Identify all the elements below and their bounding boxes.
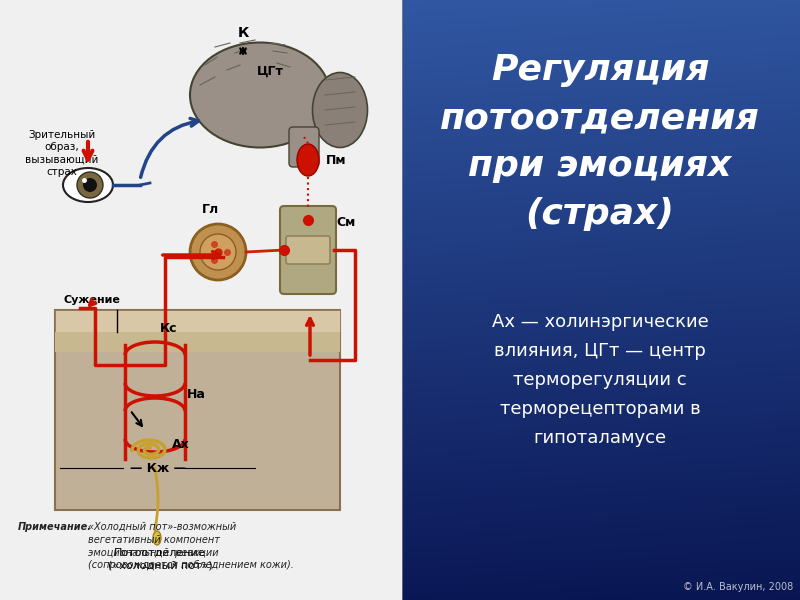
Text: Кс: Кс	[160, 322, 178, 335]
Text: Потоотделение
(«холодный пот»): Потоотделение («холодный пот»)	[108, 548, 212, 571]
Bar	[0, 0, 402, 600]
FancyBboxPatch shape	[289, 127, 319, 167]
Text: потоотделения: потоотделения	[440, 101, 760, 135]
Circle shape	[77, 172, 103, 198]
Text: «Холодный пот»-возможный
вегетативный компонент
эмоциональной  реакции
(сопровож: «Холодный пот»-возможный вегетативный ко…	[88, 522, 294, 571]
Text: Примечание.: Примечание.	[18, 522, 92, 532]
Text: при эмоциях: при эмоциях	[468, 149, 732, 183]
Text: На: На	[187, 389, 206, 401]
Circle shape	[200, 234, 236, 270]
FancyBboxPatch shape	[286, 236, 330, 264]
Text: Гл: Гл	[202, 203, 218, 216]
Text: Пм: Пм	[326, 154, 346, 166]
FancyBboxPatch shape	[280, 206, 336, 294]
Text: Зрительный
образ,
вызывающий
страх: Зрительный образ, вызывающий страх	[26, 130, 98, 177]
Text: Регуляция: Регуляция	[490, 53, 710, 87]
Text: Ах: Ах	[172, 439, 190, 451]
Ellipse shape	[153, 531, 161, 545]
Text: Ах — холинэргические
влияния, ЦГт — центр
терморегуляции с
терморецепторами в
ги: Ах — холинэргические влияния, ЦГт — цент…	[492, 313, 708, 448]
Text: Сужение: Сужение	[63, 295, 120, 305]
Bar	[55, 310, 340, 332]
Circle shape	[190, 224, 246, 280]
Ellipse shape	[190, 43, 330, 148]
Bar	[55, 310, 340, 510]
Text: См: См	[336, 215, 355, 229]
Ellipse shape	[313, 73, 367, 148]
Text: — Кж —: — Кж —	[130, 461, 186, 475]
Text: К: К	[238, 26, 249, 40]
Text: © И.А. Вакулин, 2008: © И.А. Вакулин, 2008	[682, 582, 793, 592]
Bar	[55, 332, 340, 352]
Ellipse shape	[63, 168, 113, 202]
Circle shape	[83, 178, 97, 192]
Text: (страх): (страх)	[526, 197, 674, 231]
Text: ЦГт: ЦГт	[257, 64, 284, 77]
Ellipse shape	[297, 144, 319, 176]
